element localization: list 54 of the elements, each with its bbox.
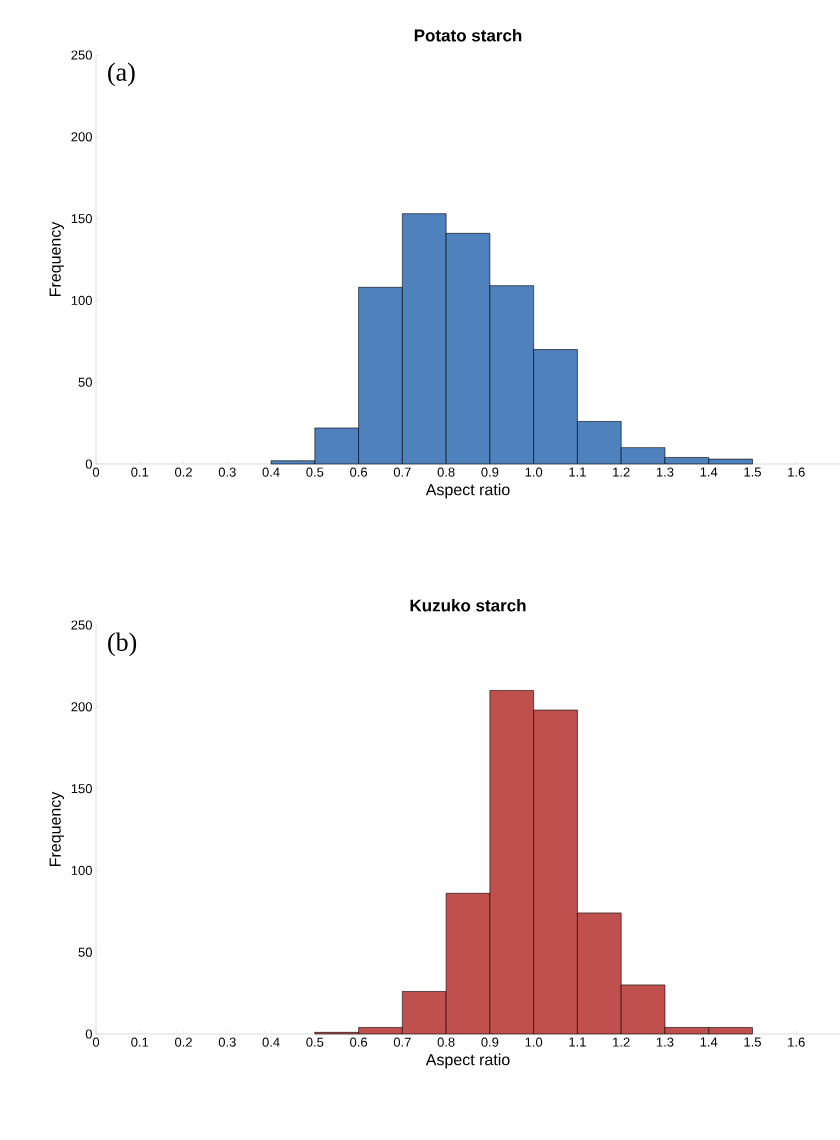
x-tick-label: 1.5 <box>744 1037 761 1047</box>
y-tick-label: 0 <box>85 1029 92 1039</box>
x-tick-label: 0.7 <box>393 1037 411 1047</box>
x-tick-label: 1.0 <box>525 467 543 477</box>
x-tick-label: 0.4 <box>262 1037 280 1047</box>
y-tick-label: 150 <box>71 783 92 794</box>
x-tick-label: 1.4 <box>700 467 718 477</box>
x-tick-label: 1.4 <box>700 1037 718 1047</box>
x-tick-label: 1.6 <box>788 467 805 477</box>
x-tick-label: 1.2 <box>613 467 630 477</box>
y-tick-label: 250 <box>71 620 92 630</box>
x-tick-label: 0.1 <box>131 467 149 477</box>
y-tick-label: 100 <box>71 865 92 875</box>
x-tick-label: 0.9 <box>481 467 499 477</box>
y-axis-title: Frequency <box>49 221 64 296</box>
y-tick-label: 200 <box>71 702 92 712</box>
y-tick-label: 0 <box>85 459 92 469</box>
x-tick-label: 0.5 <box>306 467 324 477</box>
chart-title: Kuzuko starch <box>410 599 526 612</box>
x-tick-label: 0.5 <box>306 1037 324 1047</box>
x-tick-label: 0.8 <box>437 467 455 477</box>
x-tick-label: 0.2 <box>175 1037 192 1047</box>
annotation: (b) <box>108 632 137 657</box>
y-axis-title: Frequency <box>49 791 64 866</box>
x-tick-label: 1.5 <box>744 467 761 477</box>
y-tick-label: 50 <box>78 947 92 957</box>
x-tick-label: 1.2 <box>613 1037 630 1047</box>
y-tick-label: 150 <box>71 213 92 224</box>
x-tick-label: 1.3 <box>656 467 674 477</box>
x-tick-label: 1.1 <box>569 1037 586 1047</box>
x-tick-label: 1.1 <box>569 467 586 477</box>
x-tick-label: 1.3 <box>656 1037 674 1047</box>
y-tick-label: 250 <box>71 50 92 60</box>
x-tick-label: 0.2 <box>175 467 192 477</box>
x-tick-label: 0.7 <box>393 467 411 477</box>
x-tick-label: 0.3 <box>218 1037 236 1047</box>
x-tick-label: 0.4 <box>262 467 280 477</box>
x-tick-label: 0 <box>92 467 100 477</box>
x-tick-label: 0.6 <box>350 467 368 477</box>
x-axis-title: Aspect ratio <box>425 1053 510 1069</box>
x-tick-label: 1.6 <box>788 1037 805 1047</box>
y-tick-label: 100 <box>71 295 92 305</box>
y-tick-label: 200 <box>71 132 92 142</box>
x-tick-label: 0.6 <box>350 1037 368 1047</box>
x-tick-label: 0.8 <box>437 1037 455 1047</box>
annotation: (a) <box>108 62 135 87</box>
y-tick-label: 50 <box>78 377 92 387</box>
x-tick-label: 0.1 <box>131 1037 149 1047</box>
x-tick-label: 0.9 <box>481 1037 499 1047</box>
x-axis-title: Aspect ratio <box>425 483 510 499</box>
x-tick-label: 0.3 <box>218 467 236 477</box>
x-tick-label: 0 <box>92 1037 100 1047</box>
chart-title: Potato starch <box>414 29 522 42</box>
x-tick-label: 1.0 <box>525 1037 543 1047</box>
